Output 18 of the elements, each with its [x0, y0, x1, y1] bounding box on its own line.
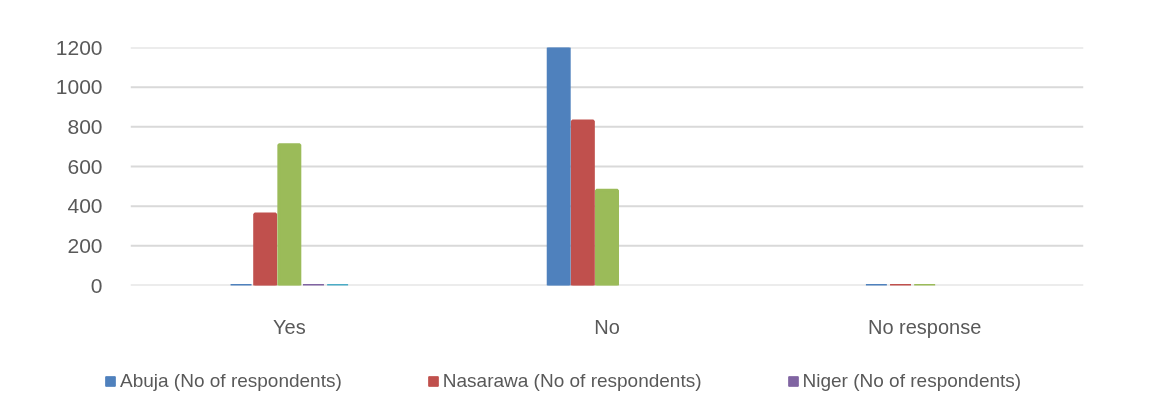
- y-tick-label: 0: [90, 273, 103, 297]
- y-tick-label: 200: [67, 233, 103, 257]
- legend-label: Niger (No of respondents): [802, 370, 1022, 392]
- y-tick-label: 800: [67, 114, 103, 138]
- bar: [595, 188, 619, 286]
- y-tick-label: 1200: [55, 35, 103, 59]
- bar: [277, 143, 302, 286]
- y-tick-label: 1000: [55, 75, 103, 99]
- bar: [253, 212, 278, 286]
- legend-label: Abuja (No of respondents): [120, 370, 342, 392]
- x-tick-label: No: [594, 315, 620, 338]
- y-tick-label: 400: [67, 194, 103, 218]
- y-tick-label: 600: [67, 154, 103, 178]
- legend-label: Nasarawa (No of respondents): [442, 370, 702, 392]
- x-tick-label: No response: [867, 315, 982, 338]
- bar: [570, 119, 595, 286]
- bar: [546, 47, 571, 286]
- x-tick-label: Yes: [273, 315, 306, 338]
